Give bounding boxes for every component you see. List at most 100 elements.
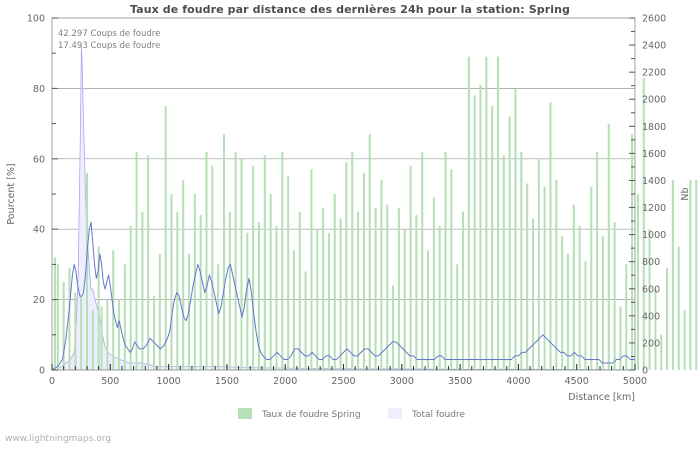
bar (409, 165, 412, 370)
bar (62, 282, 65, 370)
bar (129, 225, 132, 370)
bar (56, 264, 59, 370)
bar (549, 102, 552, 370)
bar (543, 186, 546, 370)
bar (578, 225, 581, 370)
bar (141, 211, 144, 370)
bar (677, 246, 680, 370)
bar (642, 77, 645, 370)
bar (520, 151, 523, 370)
bar (625, 264, 628, 370)
y-axis-tick-label: 0 (39, 366, 45, 377)
bar (68, 267, 71, 370)
bar (333, 194, 336, 370)
bar (322, 208, 325, 370)
bar (368, 134, 371, 370)
y-axis-tick-label: 80 (33, 84, 45, 95)
bar (613, 222, 616, 370)
bar (118, 299, 121, 370)
bar (298, 211, 301, 370)
bar (222, 134, 226, 370)
annotation-label-2: 17.493 Coups de foudre (58, 41, 160, 51)
bar (351, 151, 354, 370)
bar (671, 179, 674, 370)
bar (572, 204, 575, 370)
bar (100, 306, 103, 370)
bar (386, 204, 389, 370)
bar (74, 292, 77, 370)
bar (397, 208, 400, 370)
y2-axis-tick-label: 600 (642, 284, 660, 295)
bar (689, 179, 692, 370)
bar (170, 194, 173, 370)
series-taux-foudre-bars (53, 56, 698, 371)
y2-axis-tick-label: 1200 (642, 203, 666, 214)
bar (683, 310, 686, 370)
bar (292, 250, 295, 370)
bar (619, 306, 622, 370)
bar (123, 264, 126, 370)
bar (80, 296, 83, 370)
y2-axis-tick-label: 2400 (642, 41, 666, 52)
legend-swatch-2 (388, 408, 402, 419)
y2-axis-tick-label: 2000 (642, 95, 666, 106)
bar (555, 179, 558, 370)
bar (636, 194, 639, 370)
bar (205, 151, 208, 370)
y2-axis-tick-label: 0 (642, 366, 648, 377)
x-axis-tick-label: 1500 (215, 376, 239, 387)
x-axis-tick-label: 3000 (390, 376, 414, 387)
bar (450, 169, 453, 370)
y2-axis-tick-label: 1800 (642, 122, 666, 133)
x-axis-tick-label: 4000 (506, 376, 530, 387)
bar (176, 211, 179, 370)
bar (607, 123, 610, 370)
x-axis-tick-label: 0 (49, 376, 55, 387)
bar (426, 250, 430, 370)
bar (193, 194, 196, 370)
bar (246, 232, 249, 370)
y2-axis-tick-label: 400 (642, 311, 660, 322)
bar (158, 253, 161, 370)
bar (666, 267, 669, 370)
bar (269, 194, 272, 370)
bar (217, 264, 220, 370)
y-axis-tick-label: 20 (33, 295, 45, 306)
bar (316, 229, 319, 370)
x-axis-tick-label: 2500 (331, 376, 355, 387)
y2-axis-tick-label: 1000 (642, 230, 666, 241)
bar (135, 151, 138, 370)
bar (304, 271, 307, 370)
bar (473, 95, 476, 370)
bar (485, 56, 488, 370)
x-axis-title: Distance [km] (568, 392, 635, 403)
bar (91, 310, 94, 370)
bar (496, 56, 500, 370)
bar (85, 172, 89, 370)
bar (601, 236, 604, 370)
x-axis-tick-label: 5000 (623, 376, 647, 387)
bar (240, 158, 243, 370)
bar (263, 155, 266, 370)
bar (479, 84, 482, 370)
bar (415, 215, 418, 370)
x-axis-tick-label: 3500 (448, 376, 472, 387)
bar (596, 151, 599, 370)
bar (152, 296, 156, 370)
annotation-label-1: 42.297 Coups de foudre (58, 29, 160, 39)
plot-background (52, 18, 635, 370)
bar (380, 179, 383, 370)
bar (257, 222, 261, 370)
bar (566, 253, 570, 370)
y2-axis-tick-label: 800 (642, 257, 660, 268)
bar (561, 236, 564, 370)
bar (461, 211, 465, 370)
legend-label-2: Total foudre (411, 410, 465, 420)
bar (182, 179, 185, 370)
bar (531, 218, 535, 370)
bar (97, 246, 100, 370)
series-line-overlay (51, 221, 635, 371)
y-axis-tick-label: 100 (27, 14, 45, 25)
